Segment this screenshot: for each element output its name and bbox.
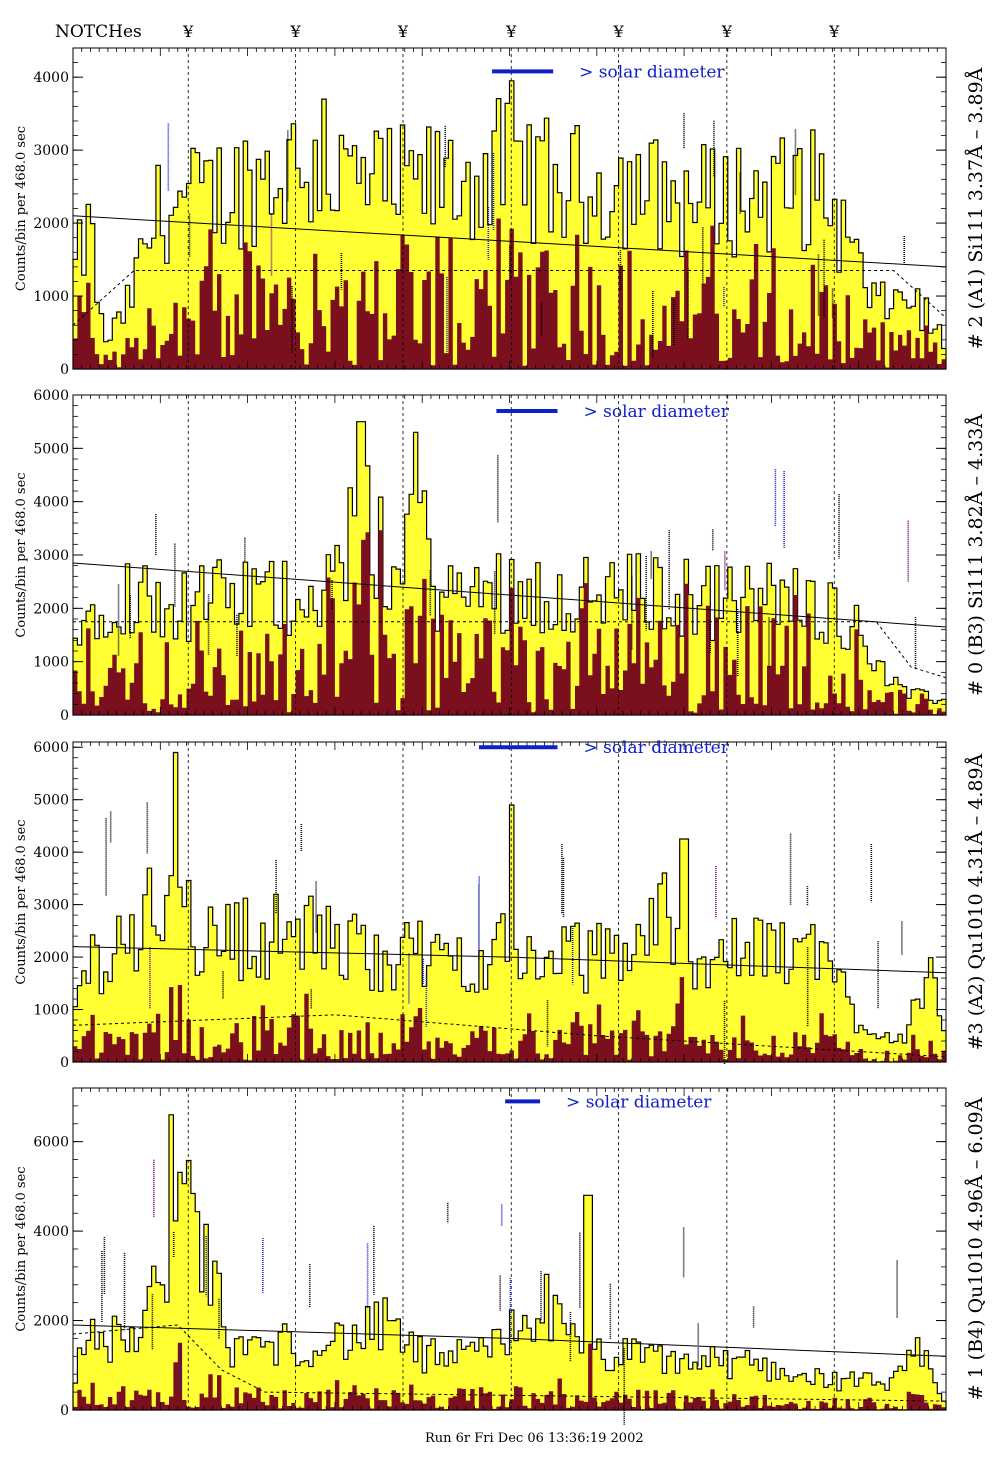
y-tick-label: 6000	[33, 1135, 69, 1151]
panel-2: 0 1000 2000 3000 4000 5000 6000 Counts/bin per …	[14, 388, 987, 724]
solar-diameter-label: > solar diameter	[566, 1092, 712, 1112]
y-tick-label: 1000	[33, 655, 69, 671]
y-tick-label: 4000	[33, 1224, 69, 1240]
y-tick-label: 3000	[33, 898, 69, 914]
dashed-model-line	[72, 1014, 947, 1058]
y-tick-label: 5000	[33, 793, 69, 809]
trend-line	[72, 562, 947, 628]
notch-symbol-1: ¥	[182, 22, 194, 41]
y-tick-label: 0	[60, 1055, 69, 1071]
run-footer: Run 6r Fri Dec 06 13:36:19 2002	[425, 1431, 644, 1446]
trend-line	[72, 946, 947, 974]
series-total-counts	[72, 421, 947, 716]
y-axis-label: Counts/bin per 468.0 sec	[14, 1166, 29, 1331]
y-tick-label: 2000	[33, 950, 69, 966]
notch-symbol-6: ¥	[721, 22, 733, 41]
notch-symbol-3: ¥	[397, 22, 409, 41]
y-tick-label: 4000	[33, 495, 69, 511]
panel-4: 0 2000 4000 6000 Counts/bin per 468.0 sec # 1…	[14, 1087, 987, 1425]
y-tick-label: 2000	[33, 216, 69, 232]
dashed-model-line	[73, 621, 947, 679]
y-tick-label: 2000	[33, 1314, 69, 1330]
solar-diameter-label: > solar diameter	[584, 738, 730, 758]
y-axis-label: Counts/bin per 468.0 sec	[14, 819, 29, 984]
y-tick-label: 3000	[33, 143, 69, 159]
panel-3: 0 1000 2000 3000 4000 5000 6000 Counts/bin per …	[14, 738, 987, 1071]
dashed-model-line	[72, 270, 947, 326]
panel-1: 0 1000 2000 3000 4000 Counts/bin per 468.0 se…	[14, 47, 987, 378]
series-background-counts	[73, 977, 946, 1062]
y-tick-label: 4000	[33, 70, 69, 86]
y-tick-label: 3000	[33, 548, 69, 564]
solar-diameter-label: > solar diameter	[579, 62, 725, 82]
y-tick-label: 0	[60, 1403, 69, 1419]
panel-title: # 0 (B3) Si111 3.82Å – 4.33Å	[965, 414, 987, 696]
notch-symbols: ¥ ¥ ¥ ¥ ¥ ¥ ¥	[182, 22, 840, 41]
series-total-counts	[72, 751, 947, 1063]
notch-symbol-2: ¥	[290, 22, 302, 41]
panels: 0 1000 2000 3000 4000 Counts/bin per 468.0 se…	[14, 47, 987, 1425]
trend-line	[72, 215, 947, 268]
y-tick-label: 6000	[33, 740, 69, 756]
panel-title: #3 (A2) Qu1010 4.31Å – 4.89Å	[965, 753, 987, 1050]
y-tick-label: 0	[60, 362, 69, 378]
panel-title: # 2 (A1) Si111 3.37Å – 3.89Å	[965, 67, 987, 349]
solar-diameter-label: > solar diameter	[584, 402, 730, 422]
y-tick-label: 0	[60, 708, 69, 724]
series-background-counts	[73, 218, 946, 369]
panel-title: # 1 (B4) Qu1010 4.96Å – 6.09Å	[965, 1097, 987, 1400]
series-total-counts	[72, 1114, 947, 1411]
y-tick-label: 1000	[33, 1003, 69, 1019]
notch-symbol-7: ¥	[828, 22, 840, 41]
notch-symbol-5: ¥	[613, 22, 625, 41]
notches-label: NOTCHes	[55, 22, 142, 42]
y-tick-label: 1000	[33, 289, 69, 305]
series-background-counts	[73, 530, 946, 715]
y-tick-label: 6000	[33, 388, 69, 404]
y-tick-label: 5000	[33, 441, 69, 457]
notch-symbol-4: ¥	[505, 22, 517, 41]
y-tick-label: 2000	[33, 601, 69, 617]
y-axis-label: Counts/bin per 468.0 sec	[14, 472, 29, 637]
y-tick-label: 4000	[33, 845, 69, 861]
y-axis-label: Counts/bin per 468.0 sec	[14, 126, 29, 291]
